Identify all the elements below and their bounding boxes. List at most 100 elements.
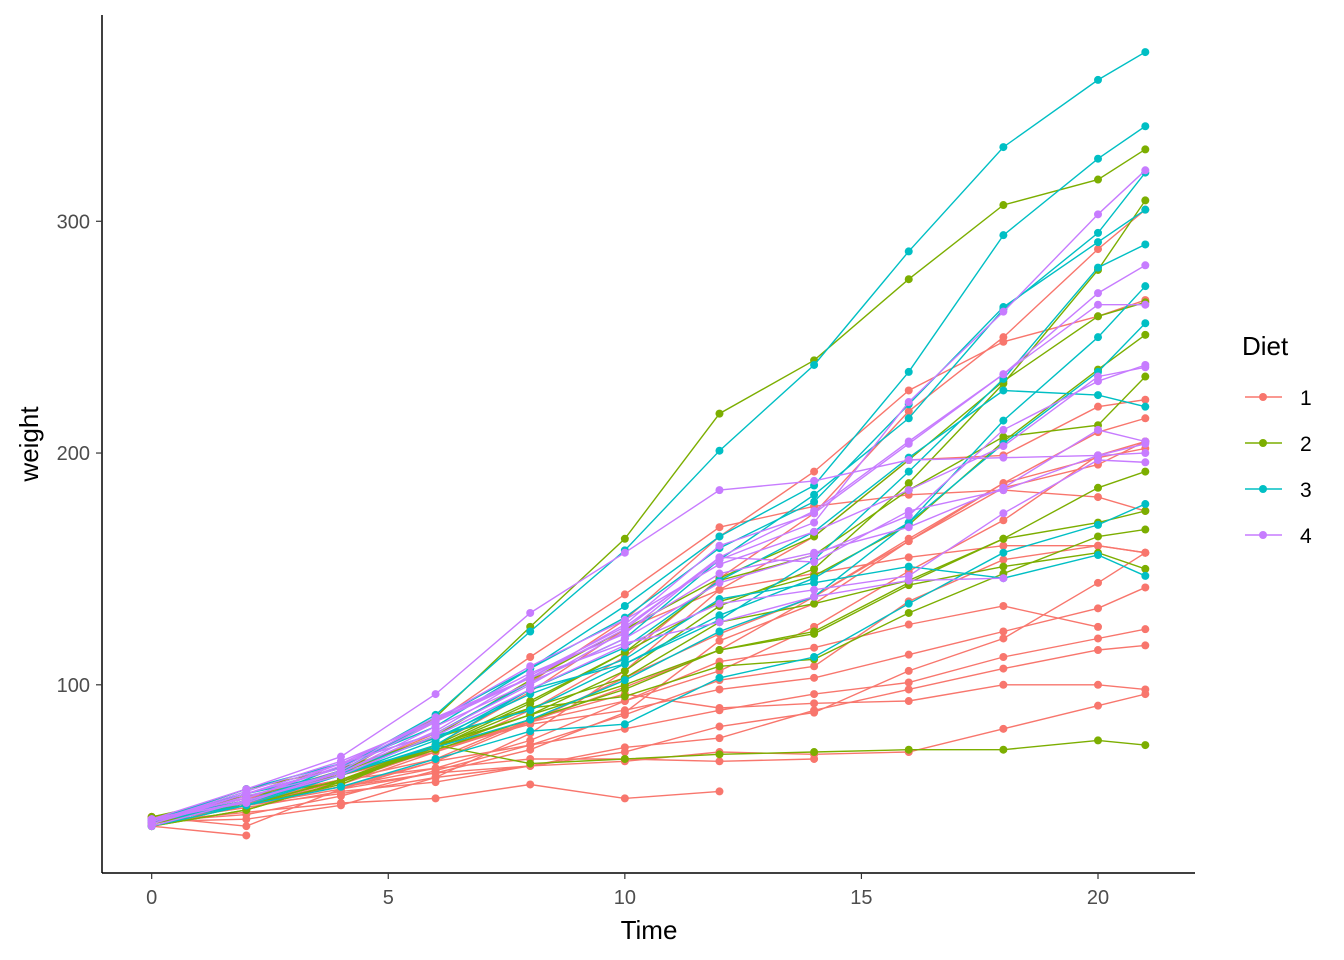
point-chick-39-t20 [1094, 333, 1103, 342]
point-chick-39-t18 [999, 416, 1008, 425]
point-chick-48-t2 [242, 796, 251, 805]
point-chick-16-t8 [526, 780, 535, 789]
point-chick-45-t12 [715, 599, 724, 608]
series-chick-23 [147, 506, 1150, 821]
legend-label: 4 [1300, 525, 1312, 548]
point-chick-42-t20 [1094, 289, 1103, 298]
point-chick-3-t2 [242, 822, 251, 831]
line-chick-14 [151, 299, 1146, 823]
point-chick-28-t18 [999, 432, 1008, 441]
point-chick-34-t21 [1141, 122, 1150, 131]
point-chick-35-t8 [526, 627, 535, 636]
point-chick-47-t8 [526, 680, 535, 689]
point-chick-40-t14 [810, 490, 819, 499]
point-chick-37-t12 [715, 673, 724, 682]
legend: Diet 1 2 3 4 [1242, 331, 1312, 548]
point-chick-17-t20 [1094, 604, 1103, 613]
point-chick-46-t16 [904, 511, 913, 520]
point-chick-50-t10 [620, 629, 629, 638]
plot-panel [147, 48, 1150, 840]
series-chick-39 [147, 282, 1150, 824]
point-chick-8-t14 [810, 643, 819, 652]
point-chick-49-t18 [999, 442, 1008, 451]
point-chick-12-t12 [715, 636, 724, 645]
point-chick-11-t10 [620, 590, 629, 599]
point-chick-8-t20 [1094, 622, 1103, 631]
series-chick-34 [147, 122, 1150, 826]
point-chick-14-t16 [904, 386, 913, 395]
point-chick-39-t21 [1141, 282, 1150, 291]
line-chick-40 [151, 172, 1146, 823]
point-chick-50-t8 [526, 669, 535, 678]
point-chick-23-t21 [1141, 506, 1150, 515]
point-chick-17-t12 [715, 685, 724, 694]
point-chick-44-t18 [999, 574, 1008, 583]
point-chick-6-t18 [999, 541, 1008, 550]
y-tick-label: 100 [57, 675, 90, 697]
point-chick-47-t20 [1094, 425, 1103, 434]
point-chick-37-t21 [1141, 500, 1150, 509]
point-chick-47-t21 [1141, 437, 1150, 446]
point-chick-32-t14 [810, 497, 819, 506]
point-chick-49-t4 [336, 764, 345, 773]
legend-item-diet-4: 4 [1245, 525, 1312, 548]
legend-key-point [1259, 531, 1267, 539]
point-chick-22-t21 [1141, 525, 1150, 534]
x-ticks: 0 5 10 15 20 [146, 873, 1109, 909]
point-chick-10-t14 [810, 690, 819, 699]
point-chick-39-t10 [620, 659, 629, 668]
point-chick-6-t12 [715, 585, 724, 594]
point-chick-5-t21 [1141, 395, 1150, 404]
point-chick-13-t21 [1141, 690, 1150, 699]
line-chick-37 [151, 503, 1146, 823]
point-chick-31-t8 [526, 715, 535, 724]
point-chick-27-t18 [999, 534, 1008, 543]
legend-key-point [1259, 485, 1267, 493]
legend-key-point [1259, 393, 1267, 401]
point-chick-19-t20 [1094, 578, 1103, 587]
point-chick-21-t12 [715, 409, 724, 418]
line-chick-50 [151, 304, 1146, 823]
line-chick-34 [151, 125, 1146, 823]
y-tick-label: 300 [57, 211, 90, 233]
point-chick-33-t21 [1141, 571, 1150, 580]
legend-label: 1 [1300, 387, 1312, 410]
x-tick-label: 15 [850, 887, 872, 909]
point-chick-16-t12 [715, 787, 724, 796]
point-chick-35-t18 [999, 143, 1008, 152]
series-chick-35 [147, 48, 1150, 826]
point-chick-9-t20 [1094, 680, 1103, 689]
legend-item-diet-1: 1 [1245, 387, 1312, 410]
point-chick-11-t12 [715, 523, 724, 532]
line-chick-19 [151, 552, 1146, 818]
point-chick-29-t16 [904, 479, 913, 488]
point-chick-38-t6 [431, 741, 440, 750]
point-chick-10-t18 [999, 652, 1008, 661]
point-chick-43-t21 [1141, 449, 1150, 458]
point-chick-37-t16 [904, 599, 913, 608]
point-chick-47-t18 [999, 483, 1008, 492]
point-chick-22-t10 [620, 692, 629, 701]
line-chick-46 [151, 364, 1146, 825]
point-chick-36-t21 [1141, 402, 1150, 411]
point-chick-30-t10 [620, 685, 629, 694]
point-chick-50-t16 [904, 437, 913, 446]
point-chick-17-t10 [620, 706, 629, 715]
point-chick-48-t20 [1094, 210, 1103, 219]
point-chick-9-t14 [810, 699, 819, 708]
point-chick-50-t6 [431, 717, 440, 726]
line-chick-23 [151, 510, 1146, 818]
series-chick-28 [147, 372, 1150, 831]
point-chick-50-t20 [1094, 300, 1103, 309]
point-chick-46-t18 [999, 425, 1008, 434]
point-chick-11-t8 [526, 652, 535, 661]
point-chick-31-t12 [715, 627, 724, 636]
point-chick-42-t12 [715, 541, 724, 550]
point-chick-8-t16 [904, 620, 913, 629]
point-chick-22-t16 [904, 608, 913, 617]
point-chick-45-t21 [1141, 458, 1150, 467]
point-chick-34-t10 [620, 602, 629, 611]
point-chick-48-t14 [810, 518, 819, 527]
point-chick-22-t12 [715, 662, 724, 671]
point-chick-37-t10 [620, 720, 629, 729]
